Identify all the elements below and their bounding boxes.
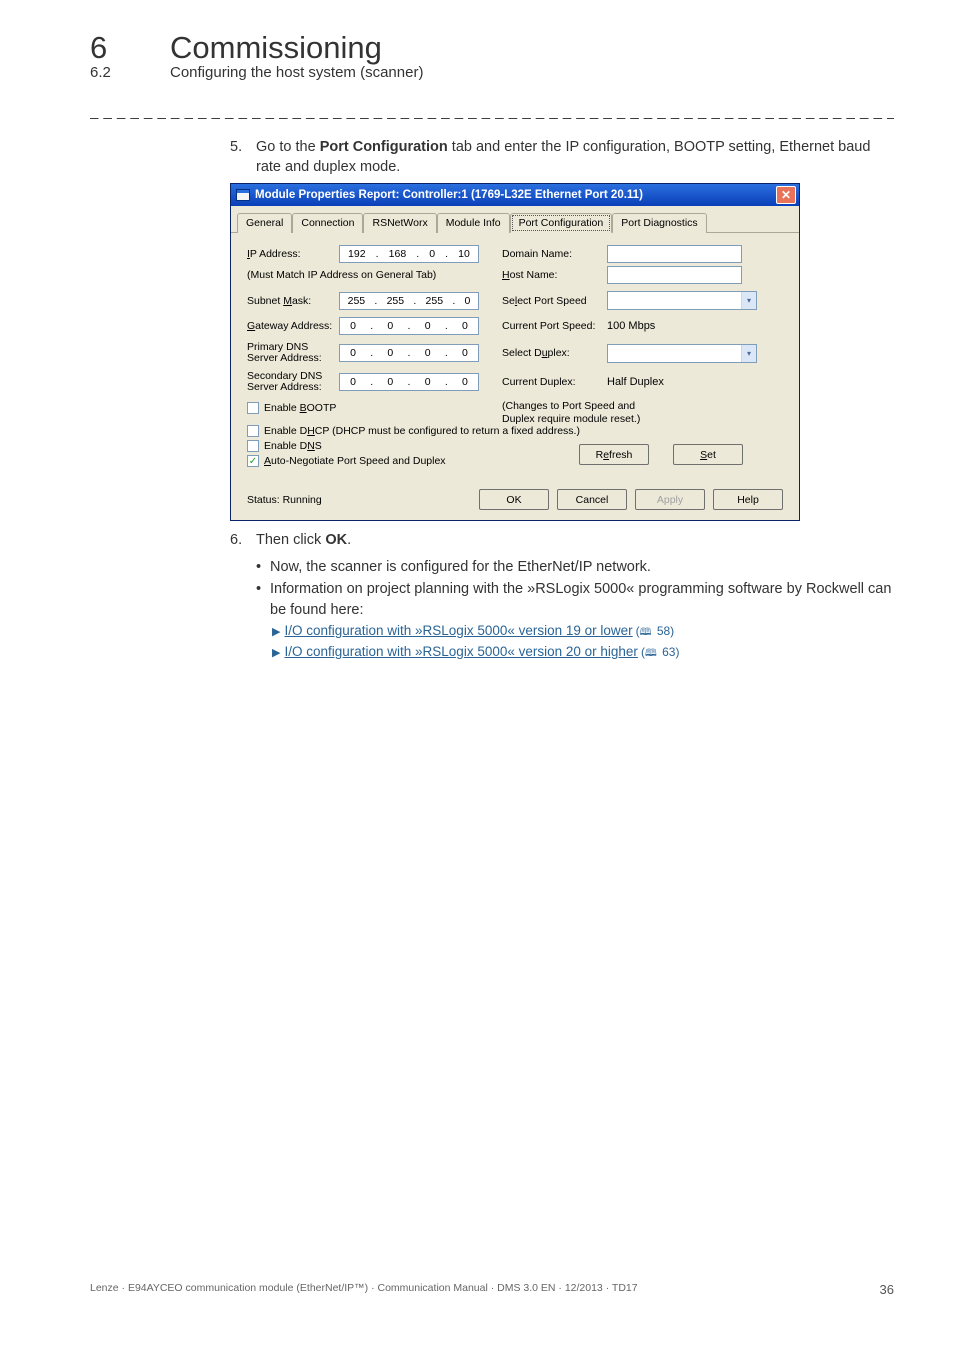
chapter-number: 6 (90, 30, 170, 66)
book-icon: 🕮 (640, 626, 652, 640)
gateway-field[interactable]: 0.0.0.0 (339, 317, 479, 335)
subnet-mask-field[interactable]: 255.255.255.0 (339, 292, 479, 310)
secondary-dns-field[interactable]: 0.0.0.0 (339, 373, 479, 391)
link-row: ▶ I/O configuration with »RSLogix 5000« … (272, 622, 894, 641)
dialog-titlebar[interactable]: Module Properties Report: Controller:1 (… (231, 184, 799, 206)
select-port-speed-dropdown[interactable]: ▾ (607, 291, 757, 310)
secondary-dns-label: Secondary DNSServer Address: (247, 371, 339, 393)
step-6: 6. Then click OK. (230, 531, 894, 551)
select-port-speed-label: Select Port Speed (502, 295, 607, 307)
host-name-field[interactable] (607, 266, 742, 284)
close-icon: ✕ (781, 188, 791, 202)
enable-dhcp-checkbox[interactable]: Enable DHCP (DHCP must be configured to … (247, 425, 783, 437)
tab-port-configuration[interactable]: Port Configuration (510, 213, 613, 233)
domain-name-field[interactable] (607, 245, 742, 263)
select-duplex-label: Select Duplex: (502, 347, 607, 359)
triangle-icon: ▶ (272, 646, 280, 661)
set-button[interactable]: Set (673, 444, 743, 465)
section-title: Configuring the host system (scanner) (170, 64, 423, 81)
triangle-icon: ▶ (272, 625, 280, 640)
footer-text: Lenze · E94AYCEO communication module (E… (90, 1282, 638, 1297)
checkbox-icon (247, 425, 259, 437)
auto-negotiate-checkbox[interactable]: ✓Auto-Negotiate Port Speed and Duplex (247, 455, 579, 467)
divider-dashes: _ _ _ _ _ _ _ _ _ _ _ _ _ _ _ _ _ _ _ _ … (90, 103, 894, 120)
ip-address-label: IP Address: (247, 248, 339, 260)
page-number: 36 (880, 1282, 894, 1297)
host-name-label: Host Name: (502, 269, 607, 281)
link-row: ▶ I/O configuration with »RSLogix 5000« … (272, 643, 894, 662)
chapter-title: Commissioning (170, 30, 382, 66)
page-footer: Lenze · E94AYCEO communication module (E… (90, 1282, 894, 1297)
bullet-icon: • (256, 579, 270, 620)
chevron-down-icon: ▾ (741, 345, 756, 362)
changes-note: (Changes to Port Speed andDuplex require… (502, 400, 640, 425)
current-duplex-value: Half Duplex (607, 376, 664, 388)
tab-general[interactable]: General (237, 213, 292, 233)
ok-button[interactable]: OK (479, 489, 549, 510)
status-text: Status: Running (247, 494, 471, 506)
step-5: 5. Go to the Port Configuration tab and … (230, 138, 894, 177)
book-icon: 🕮 (645, 647, 657, 661)
ip-address-field[interactable]: 192.168.0.10 (339, 245, 479, 263)
gateway-label: Gateway Address: (247, 320, 339, 332)
enable-dns-checkbox[interactable]: Enable DNS (247, 440, 579, 452)
dialog-title: Module Properties Report: Controller:1 (… (255, 189, 776, 201)
current-duplex-label: Current Duplex: (502, 376, 607, 388)
checkbox-icon (247, 402, 259, 414)
page-header: 6 Commissioning 6.2 Configuring the host… (90, 30, 894, 81)
ip-note: (Must Match IP Address on General Tab) (247, 269, 436, 281)
tab-port-diagnostics[interactable]: Port Diagnostics (612, 213, 706, 233)
refresh-button[interactable]: Refresh (579, 444, 649, 465)
io-config-v19-link[interactable]: I/O configuration with »RSLogix 5000« ve… (284, 622, 632, 641)
tab-module-info[interactable]: Module Info (437, 213, 510, 233)
subnet-mask-label: Subnet Mask: (247, 295, 339, 307)
bullet-icon: • (256, 557, 270, 577)
tabs-row: General Connection RSNetWorx Module Info… (231, 206, 799, 233)
cancel-button[interactable]: Cancel (557, 489, 627, 510)
page-ref: (🕮 63) (641, 644, 680, 661)
bullet-text: Information on project planning with the… (270, 579, 894, 620)
enable-bootp-checkbox[interactable]: Enable BOOTP (247, 402, 502, 414)
apply-button[interactable]: Apply (635, 489, 705, 510)
step-text: Then click OK. (256, 531, 351, 551)
checkbox-checked-icon: ✓ (247, 455, 259, 467)
module-properties-dialog: Module Properties Report: Controller:1 (… (230, 183, 800, 521)
current-port-speed-label: Current Port Speed: (502, 320, 607, 332)
help-button[interactable]: Help (713, 489, 783, 510)
bullet-item: • Information on project planning with t… (256, 579, 894, 620)
select-duplex-dropdown[interactable]: ▾ (607, 344, 757, 363)
page-ref: (🕮 58) (636, 623, 675, 640)
window-icon (236, 189, 250, 201)
checkbox-icon (247, 440, 259, 452)
step-number: 6. (230, 531, 256, 551)
step-number: 5. (230, 138, 256, 177)
primary-dns-label: Primary DNSServer Address: (247, 342, 339, 364)
step-text: Go to the Port Configuration tab and ent… (256, 138, 894, 177)
bullet-item: • Now, the scanner is configured for the… (256, 557, 894, 577)
tab-connection[interactable]: Connection (292, 213, 363, 233)
close-button[interactable]: ✕ (776, 186, 796, 204)
io-config-v20-link[interactable]: I/O configuration with »RSLogix 5000« ve… (284, 643, 637, 662)
chevron-down-icon: ▾ (741, 292, 756, 309)
domain-name-label: Domain Name: (502, 248, 607, 260)
section-number: 6.2 (90, 64, 170, 81)
tab-rsnetworx[interactable]: RSNetWorx (363, 213, 436, 233)
bullet-text: Now, the scanner is configured for the E… (270, 557, 651, 577)
current-port-speed-value: 100 Mbps (607, 320, 655, 332)
primary-dns-field[interactable]: 0.0.0.0 (339, 344, 479, 362)
